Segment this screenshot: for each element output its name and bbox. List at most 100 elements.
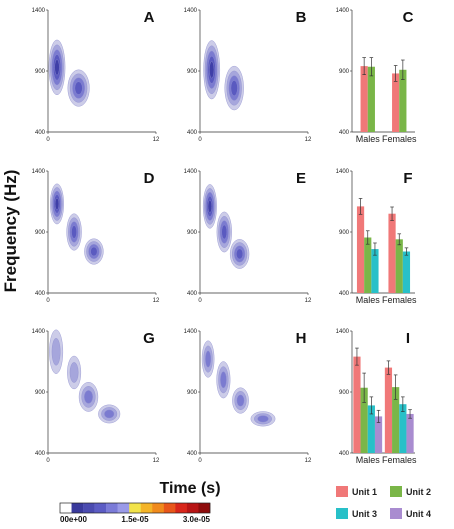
y-tick-label: 900 <box>35 230 46 236</box>
x-tick-label: 12 <box>153 137 160 143</box>
bar-unit-3 <box>371 249 379 293</box>
x-tick-label: 0 <box>46 137 50 143</box>
legend-swatch <box>390 508 402 519</box>
y-tick-label: 900 <box>339 230 350 236</box>
y-tick-label: 1400 <box>184 169 198 175</box>
contour-blob <box>84 238 104 265</box>
y-tick-label: 1400 <box>336 8 350 14</box>
bar-unit-2 <box>392 387 400 453</box>
contour-blob <box>67 355 82 390</box>
y-tick-label: 900 <box>187 230 198 236</box>
legend: Unit 1 Unit 2 Unit 3 Unit 4 <box>336 486 431 519</box>
x-tick-label: 12 <box>305 137 312 143</box>
panel-letter: H <box>296 330 307 347</box>
bar-unit-1 <box>388 213 396 293</box>
contour-blob <box>50 183 64 225</box>
contour-level <box>207 199 213 213</box>
contour-blob <box>216 361 231 399</box>
colorbar-segment <box>94 503 107 513</box>
legend-label: Unit 4 <box>406 509 431 519</box>
legend-swatch <box>336 508 348 519</box>
panel-letter: F <box>403 170 412 187</box>
panel-letter: C <box>403 9 414 26</box>
bar-unit-1 <box>356 206 365 293</box>
panel-f: 400 900 1400 F Males Females <box>336 169 417 305</box>
contour-level <box>205 350 212 368</box>
y-tick-label: 400 <box>35 291 46 297</box>
panel-a: 400 900 1400 A 0 12 <box>32 8 160 143</box>
y-tick-label: 1400 <box>32 329 46 335</box>
colorbar-segment <box>106 503 118 513</box>
y-tick-label: 400 <box>35 130 46 136</box>
contour-level <box>54 197 60 210</box>
colorbar-segment <box>129 503 141 513</box>
colorbar-segment <box>152 503 165 513</box>
bar-unit-4 <box>406 413 414 453</box>
y-tick-label: 900 <box>339 390 350 396</box>
colorbar-segment <box>71 503 84 513</box>
y-axis-title: Frequency (Hz) <box>1 170 20 293</box>
y-tick-label: 900 <box>187 390 198 396</box>
contour-level <box>90 246 98 257</box>
y-tick-label: 900 <box>35 69 46 75</box>
panel-letter: E <box>296 170 306 187</box>
panel-letter: B <box>296 9 307 26</box>
contour-level <box>230 80 238 96</box>
contour-level <box>51 338 61 366</box>
panel-g: 400 900 1400 G 0 12 <box>32 329 160 464</box>
contour-level <box>257 415 269 423</box>
panel-letter: G <box>143 330 155 347</box>
y-tick-label: 400 <box>187 451 198 457</box>
colorbar-segment <box>83 503 95 513</box>
x-axis-title: Time (s) <box>159 480 220 497</box>
y-tick-label: 400 <box>339 291 350 297</box>
panel-c: 400 900 1400 C Males Females <box>336 8 417 144</box>
bar-unit-3 <box>399 404 407 453</box>
y-tick-label: 1400 <box>336 329 350 335</box>
colorbar-segment <box>163 503 176 513</box>
contour-level <box>221 224 228 240</box>
contour-blob <box>201 340 215 378</box>
panel-e: 400 900 1400 E 0 12 <box>184 169 312 304</box>
group-label: Males <box>356 295 381 305</box>
y-tick-label: 1400 <box>184 8 198 14</box>
colorbar-segment <box>60 503 72 513</box>
contour-level <box>74 81 83 95</box>
group-label: Males <box>356 455 381 465</box>
colorbar-segment <box>198 503 211 513</box>
bar-unit-3 <box>402 251 411 293</box>
colorbar-label: 00e+00 <box>60 515 87 524</box>
contour-level <box>236 394 245 407</box>
colorbar-segment <box>140 503 153 513</box>
contour-blob <box>66 213 82 251</box>
x-tick-label: 12 <box>305 458 312 464</box>
y-tick-label: 900 <box>35 390 46 396</box>
colorbar-label: 3.0e-05 <box>183 515 211 524</box>
group-label: Females <box>382 455 417 465</box>
contour-level <box>84 390 93 404</box>
panel-i: 400 900 1400 I Males Females <box>336 329 417 465</box>
x-tick-label: 0 <box>198 298 202 304</box>
x-tick-label: 0 <box>198 458 202 464</box>
bar-unit-2 <box>399 69 407 132</box>
legend-label: Unit 1 <box>352 487 377 497</box>
contour-blob <box>78 382 99 412</box>
x-tick-label: 0 <box>46 298 50 304</box>
contour-blob <box>232 387 249 414</box>
bar-unit-4 <box>374 416 383 453</box>
panel-grid: 400 900 1400 A 0 12 400 900 1400 B 0 12 400 900 1400 C M… <box>32 8 417 465</box>
bar-unit-2 <box>360 387 368 453</box>
y-tick-label: 400 <box>187 130 198 136</box>
contour-blob <box>98 404 121 424</box>
y-tick-label: 1400 <box>32 8 46 14</box>
panel-letter: D <box>144 170 155 187</box>
y-tick-label: 1400 <box>32 169 46 175</box>
contour-level <box>71 225 77 239</box>
panel-d: 400 900 1400 D 0 12 <box>32 169 160 304</box>
contour-blob <box>216 211 232 253</box>
y-tick-label: 1400 <box>336 169 350 175</box>
bar-unit-1 <box>360 66 368 132</box>
contour-blob <box>224 65 244 111</box>
colorbar: 00e+00 1.5e-05 3.0e-05 <box>59 502 211 524</box>
